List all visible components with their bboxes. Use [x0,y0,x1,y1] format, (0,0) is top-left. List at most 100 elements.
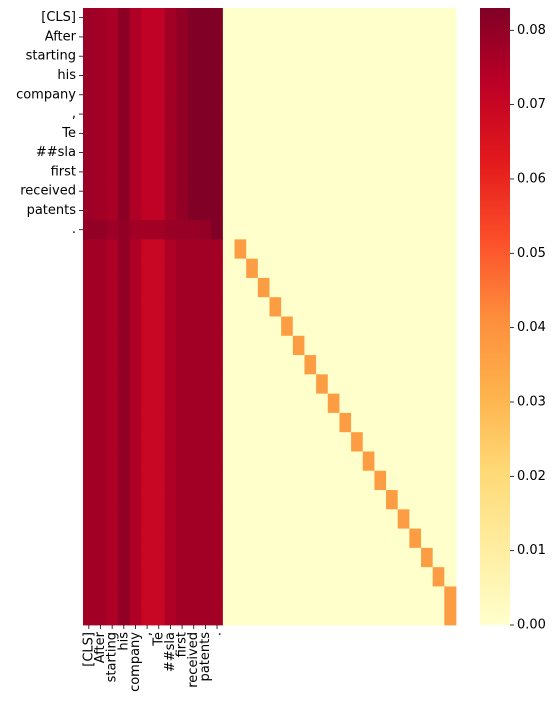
heatmap-cell [281,104,294,125]
heatmap-cell [281,412,294,433]
heatmap-cell [304,451,317,472]
heatmap-cell [397,46,410,67]
heatmap-cell [187,239,200,260]
heatmap-cell [269,374,282,395]
heatmap-cell [386,65,399,86]
colorbar-tick-label: 0.00 [517,618,546,633]
heatmap-cell [397,85,410,105]
heatmap-cell [164,85,177,105]
heatmap-cell [386,470,399,491]
heatmap-cell [304,258,317,279]
heatmap-cell [339,277,352,298]
heatmap-cell [397,432,410,452]
heatmap-cell [444,239,457,260]
heatmap-cell [106,547,119,568]
heatmap-cell [176,490,189,510]
heatmap-cell [164,123,177,144]
heatmap-cell [129,355,142,375]
heatmap-cell [234,46,247,67]
heatmap-cell [421,528,434,549]
heatmap-cell [164,46,177,67]
heatmap-cell [281,142,294,163]
heatmap-cell [351,393,364,414]
heatmap-cell [246,258,259,279]
heatmap-cell [117,528,131,549]
heatmap-cell [281,181,294,202]
heatmap-cell [292,142,305,163]
x-tick-label: patents [198,632,213,682]
heatmap-cell [374,567,387,587]
heatmap-cell [246,27,259,47]
heatmap-cell [246,277,259,298]
heatmap-cell [351,46,364,67]
heatmap-cell [187,355,200,375]
heatmap-cell [397,547,410,568]
heatmap-cell [246,46,259,67]
heatmap-cell [246,239,259,260]
heatmap-cell [176,412,189,433]
heatmap-cell [222,162,235,182]
heatmap-cell [269,451,282,472]
heatmap-cell [432,335,445,356]
heatmap-cell [269,104,282,125]
heatmap-cell [106,605,119,626]
heatmap-cell [421,27,434,47]
heatmap-cell [362,412,375,433]
heatmap-cell [83,27,96,47]
heatmap-cell [351,586,364,607]
heatmap-cell [141,586,154,607]
heatmap-cell [304,162,317,182]
heatmap-cell [187,567,200,587]
heatmap-cell [211,239,224,260]
heatmap-cell [211,605,224,626]
heatmap-cell [176,567,189,587]
heatmap-cell [129,567,142,587]
heatmap-cell [164,432,177,452]
x-axis-tick-labels: [CLS]Afterstartinghiscompany,Te##slafirs… [81,625,225,692]
colorbar-ticks: 0.00 0.01 0.02 0.03 0.04 0.05 0.06 0.07 0.08 [510,23,546,633]
heatmap-cell [292,220,305,240]
heatmap-cell [409,547,422,568]
heatmap-cell [222,200,235,221]
heatmap-cell [83,162,96,182]
heatmap-cell [222,181,235,202]
heatmap-cell [397,220,410,240]
heatmap-cell [351,239,364,260]
heatmap-cell [386,220,399,240]
heatmap-cell [374,605,387,626]
heatmap-cell [386,335,399,356]
heatmap-cell [304,586,317,607]
heatmap-cell [94,220,107,240]
heatmap-cell [129,412,142,433]
heatmap-cell [164,258,177,279]
heatmap-cell [94,470,107,491]
heatmap-cell [234,335,247,356]
heatmap-cell [327,528,340,549]
heatmap-cell [281,162,294,182]
heatmap-cell [176,8,189,28]
heatmap-cell [339,162,352,182]
heatmap-cell [339,200,352,221]
heatmap-cell [152,509,165,529]
heatmap-cell [339,181,352,202]
heatmap-cell [94,104,107,125]
heatmap-cell [83,393,96,414]
heatmap-cell [83,65,96,86]
heatmap-cell [421,8,434,28]
heatmap-cell [234,374,247,395]
heatmap-cell [106,412,119,433]
heatmap-cell [292,239,305,260]
heatmap-cell [374,27,387,47]
heatmap-cell [316,27,329,47]
heatmap-cell [176,528,189,549]
heatmap-cell [316,200,329,221]
heatmap-cell [444,470,457,491]
heatmap-cell [94,85,107,105]
heatmap-cell [83,239,96,260]
heatmap-cell [83,605,96,626]
heatmap-cell [292,509,305,529]
x-tick-label: company [128,632,143,692]
heatmap-cell [292,297,305,317]
heatmap-cell [374,181,387,202]
